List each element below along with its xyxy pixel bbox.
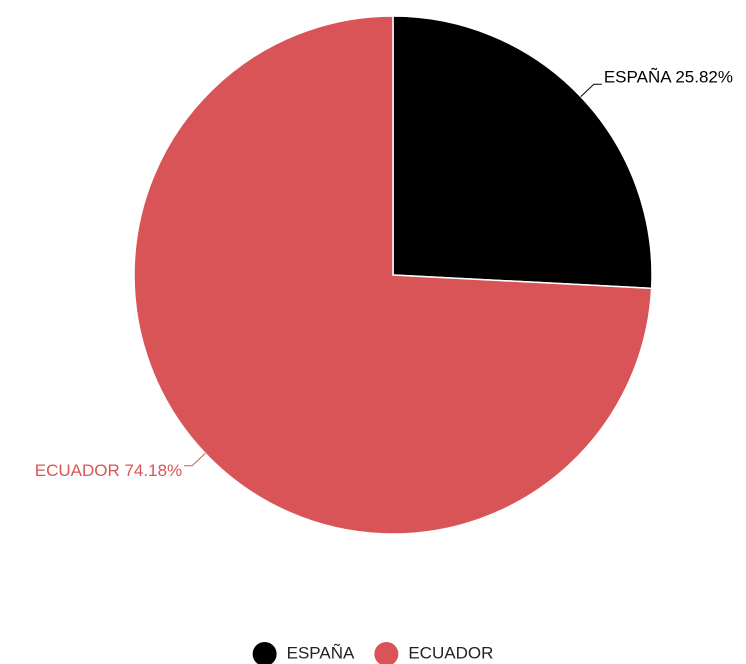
legend: ESPAÑA ECUADOR (252, 642, 493, 664)
slice-label-ecuador: ECUADOR 74.18% (35, 461, 182, 480)
pie-slice-ecuador[interactable] (133, 15, 653, 535)
slice-label-espa-a: ESPAÑA 25.82% (604, 68, 733, 87)
legend-swatch-ecuador (374, 642, 399, 664)
leader-line-ecuador (184, 452, 206, 467)
legend-swatch-espa-a (252, 642, 277, 664)
legend-item-ecuador[interactable]: ECUADOR (374, 642, 493, 664)
legend-item-espa-a[interactable]: ESPAÑA (252, 642, 355, 664)
pie-slice-espa-a[interactable] (392, 15, 653, 290)
pie-slices (133, 15, 653, 535)
label-leader-lines (184, 83, 602, 467)
legend-label-ecuador: ECUADOR (408, 643, 493, 662)
slice-labels: ESPAÑA 25.82% ECUADOR 74.18% (35, 68, 733, 481)
leader-line-espa-a (580, 83, 602, 98)
legend-label-espa-a: ESPAÑA (287, 643, 355, 662)
